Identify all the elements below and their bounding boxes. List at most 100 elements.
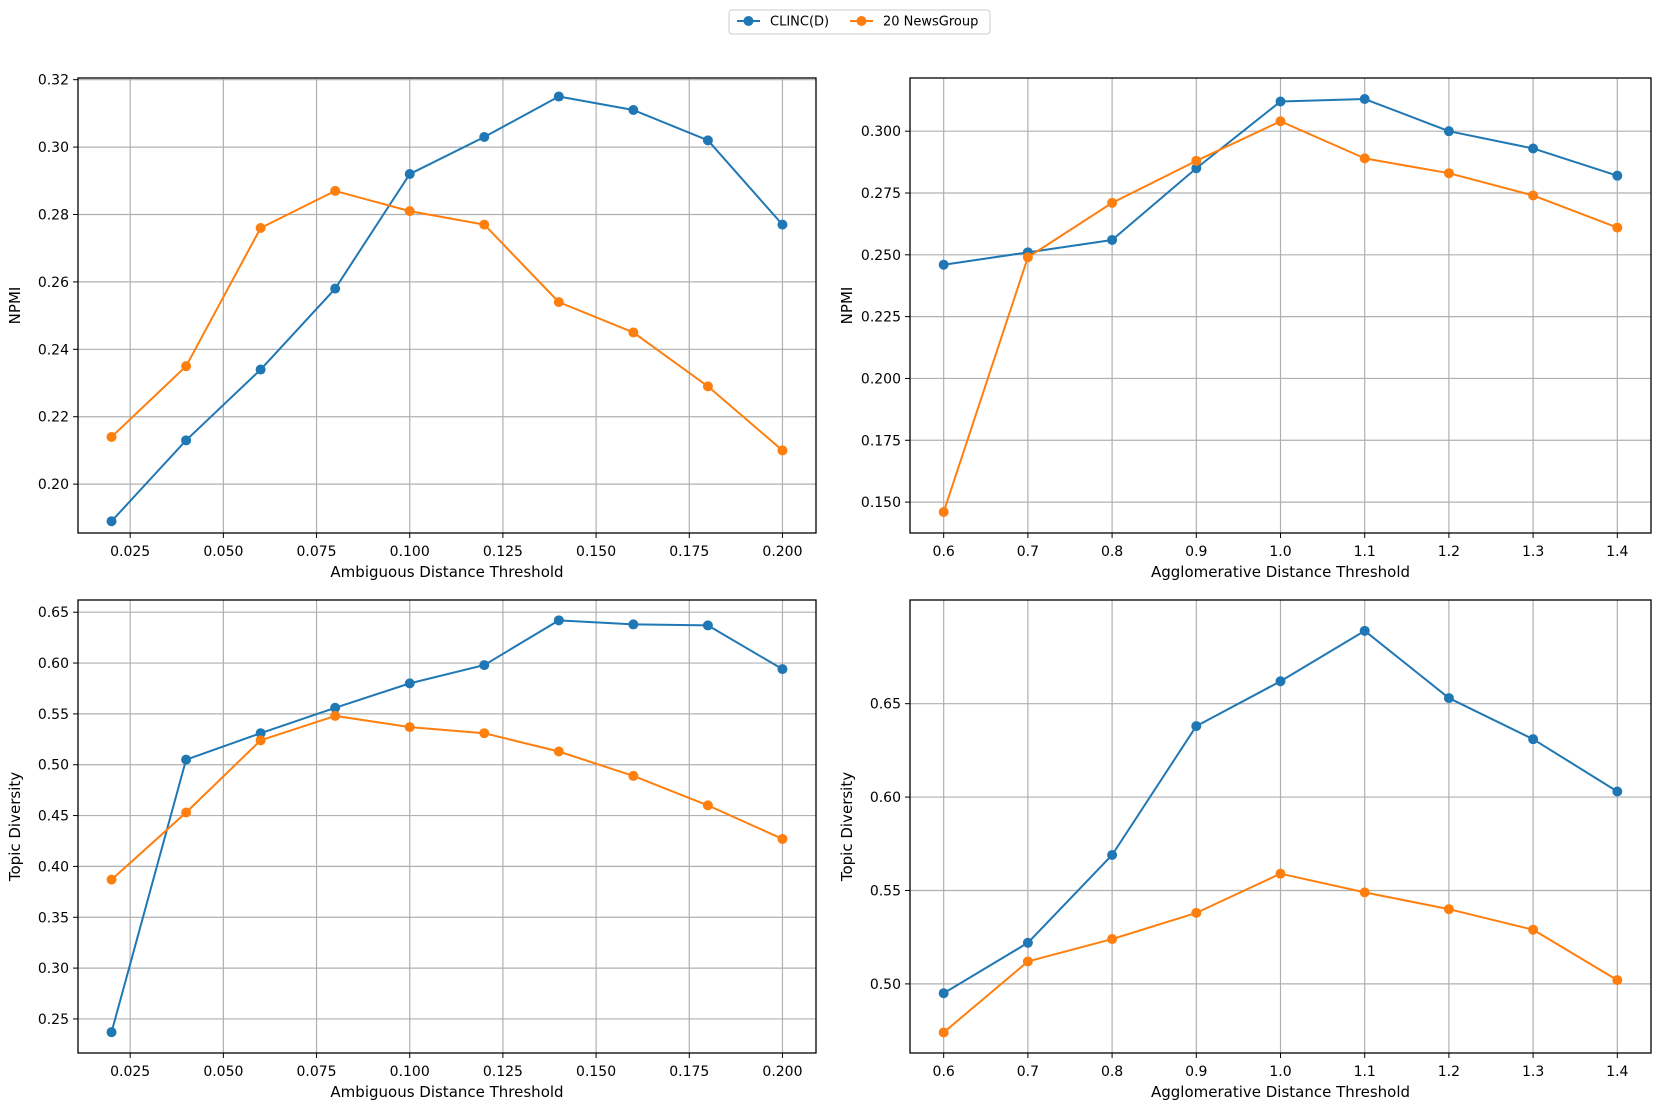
diversity-ambiguous-series-newsgroup-point xyxy=(628,770,639,781)
diversity-ambiguous-series-newsgroup-point xyxy=(330,710,341,721)
diversity-ambiguous-x-axis-label: Ambiguous Distance Threshold xyxy=(330,1083,563,1101)
diversity-ambiguous-ytick-label-4: 0.45 xyxy=(38,809,69,825)
diversity-ambiguous-series-newsgroup-line xyxy=(110,714,783,881)
diversity-agglomerative-series-clinc-point xyxy=(1359,625,1370,636)
diversity-agglomerative-series-clinc-point xyxy=(938,988,949,999)
npmi-ambiguous-xtick-label-6: 0.175 xyxy=(669,544,709,560)
npmi-agglomerative-ytick-label-2: 0.200 xyxy=(861,371,901,387)
diversity-ambiguous-xtick-label-6: 0.175 xyxy=(669,1064,709,1080)
npmi-agglomerative-xtick-label-4: 1.0 xyxy=(1269,544,1291,560)
npmi-agglomerative-xtick-label-3: 0.9 xyxy=(1185,544,1207,560)
npmi-agglomerative-y-axis-label: NPMI xyxy=(838,287,856,325)
diversity-ambiguous-series-clinc-point xyxy=(330,702,341,713)
diversity-agglomerative-xtick-label-4: 1.0 xyxy=(1269,1064,1291,1080)
diversity-agglomerative-y-axis-label: Topic Diversity xyxy=(838,772,856,882)
npmi-ambiguous-xtick-label-2: 0.075 xyxy=(296,544,336,560)
diversity-ambiguous-series-newsgroup-point xyxy=(106,874,117,885)
diversity-agglomerative-series-clinc-point xyxy=(1275,676,1286,687)
diversity-agglomerative-series-newsgroup-point xyxy=(1022,956,1033,967)
diversity-agglomerative-series-newsgroup-point xyxy=(1275,868,1286,879)
npmi-ambiguous-ytick-label-6: 0.32 xyxy=(38,73,69,89)
npmi-ambiguous-axes-frame xyxy=(77,77,817,534)
legend-marker-clinc xyxy=(743,16,754,26)
diversity-ambiguous-series-clinc-point xyxy=(628,619,639,630)
npmi-agglomerative-series-clinc-point xyxy=(1107,234,1118,245)
npmi-ambiguous-series-newsgroup-point xyxy=(106,431,117,442)
npmi-agglomerative-series-newsgroup-point xyxy=(938,506,949,517)
diversity-ambiguous-ytick-label-6: 0.55 xyxy=(38,707,69,723)
diversity-ambiguous-series-newsgroup-point xyxy=(181,807,192,818)
diversity-agglomerative-series-newsgroup-point xyxy=(1528,924,1539,935)
npmi-agglomerative-xtick-label-0: 0.6 xyxy=(933,544,955,560)
diversity-ambiguous-series-newsgroup-point xyxy=(553,746,564,757)
diversity-agglomerative-ytick-label-1: 0.55 xyxy=(870,883,901,899)
diversity-agglomerative-chart: 0.6 0.7 0.8 0.9 1.0 1.1 1.2 1.3 1.4 0.50 0.55 0.60 0… xyxy=(838,599,1652,1101)
npmi-ambiguous-y-axis-label: NPMI xyxy=(6,287,24,325)
diversity-ambiguous-xtick-label-2: 0.075 xyxy=(296,1064,336,1080)
diversity-agglomerative-series-newsgroup-point xyxy=(1359,887,1370,898)
npmi-agglomerative-series-newsgroup-point xyxy=(1443,168,1454,179)
npmi-ambiguous-series-newsgroup-point xyxy=(330,185,341,196)
npmi-ambiguous-series-clinc-point xyxy=(553,91,564,102)
legend-marker-newsgroup xyxy=(856,16,867,26)
diversity-ambiguous-series-newsgroup-point xyxy=(702,800,713,811)
diversity-ambiguous-series-newsgroup-point xyxy=(777,833,788,844)
diversity-ambiguous-ytick-label-5: 0.50 xyxy=(38,758,69,774)
diversity-agglomerative-series-newsgroup-point xyxy=(938,1027,949,1038)
diversity-ambiguous-series-clinc-point xyxy=(702,620,713,631)
npmi-agglomerative-ytick-label-0: 0.150 xyxy=(861,495,901,511)
diversity-agglomerative-series-clinc-point xyxy=(1022,937,1033,948)
diversity-agglomerative-series-newsgroup-point xyxy=(1107,934,1118,945)
npmi-agglomerative-series-clinc-point xyxy=(1612,170,1623,181)
npmi-ambiguous-series-clinc-point xyxy=(255,364,266,375)
diversity-ambiguous-series-clinc-point xyxy=(479,660,490,671)
diversity-ambiguous-xtick-label-7: 0.200 xyxy=(762,1064,802,1080)
npmi-ambiguous-series-newsgroup-point xyxy=(479,219,490,230)
npmi-ambiguous-series-clinc-line xyxy=(110,95,784,522)
diversity-ambiguous-series-clinc-point xyxy=(553,615,564,626)
diversity-agglomerative-ytick-label-0: 0.50 xyxy=(870,977,901,993)
diversity-agglomerative-xtick-label-6: 1.2 xyxy=(1438,1064,1460,1080)
diversity-agglomerative-xtick-label-2: 0.8 xyxy=(1101,1064,1123,1080)
diversity-ambiguous-ytick-label-7: 0.60 xyxy=(38,656,69,672)
diversity-ambiguous-ytick-label-8: 0.65 xyxy=(38,605,69,621)
npmi-ambiguous-series-newsgroup-point xyxy=(628,327,639,338)
diversity-ambiguous-series-newsgroup-point xyxy=(404,722,415,733)
diversity-ambiguous-series-clinc-point xyxy=(404,678,415,689)
diversity-ambiguous-xtick-label-0: 0.025 xyxy=(110,1064,150,1080)
diversity-agglomerative-x-axis-label: Agglomerative Distance Threshold xyxy=(1151,1083,1410,1101)
legend: CLINC(D) 20 NewsGroup xyxy=(728,9,991,35)
diversity-agglomerative-ytick-label-3: 0.65 xyxy=(870,697,901,713)
npmi-ambiguous-series-newsgroup-point xyxy=(404,206,415,217)
diversity-ambiguous-ytick-label-2: 0.35 xyxy=(38,910,69,926)
diversity-agglomerative-series-clinc-point xyxy=(1612,786,1623,797)
diversity-ambiguous-ytick-label-0: 0.25 xyxy=(38,1012,69,1028)
diversity-agglomerative-xtick-label-5: 1.1 xyxy=(1354,1064,1376,1080)
diversity-ambiguous-ytick-label-1: 0.30 xyxy=(38,961,69,977)
npmi-ambiguous-series-clinc-point xyxy=(404,169,415,180)
npmi-ambiguous-chart: 0.025 0.050 0.075 0.100 0.125 0.150 0.175 0.200… xyxy=(6,73,817,581)
npmi-agglomerative-xtick-label-8: 1.4 xyxy=(1606,544,1628,560)
npmi-ambiguous-series-newsgroup-point xyxy=(255,222,266,233)
diversity-agglomerative-xtick-label-3: 0.9 xyxy=(1185,1064,1207,1080)
diversity-ambiguous-series-clinc-line xyxy=(110,619,783,1033)
diversity-agglomerative-series-newsgroup-point xyxy=(1612,975,1623,986)
npmi-ambiguous-ytick-label-2: 0.24 xyxy=(38,342,69,358)
npmi-agglomerative-series-newsgroup-point xyxy=(1191,155,1202,166)
npmi-ambiguous-series-clinc-point xyxy=(702,135,713,146)
npmi-agglomerative-series-newsgroup-point xyxy=(1359,153,1370,164)
npmi-ambiguous-series-clinc-point xyxy=(479,131,490,142)
diversity-ambiguous-axes-frame xyxy=(77,599,817,1054)
diversity-agglomerative-series-clinc-point xyxy=(1528,734,1539,745)
npmi-agglomerative-xtick-label-6: 1.2 xyxy=(1438,544,1460,560)
npmi-ambiguous-series-clinc-point xyxy=(330,283,341,294)
npmi-agglomerative-ytick-label-5: 0.275 xyxy=(861,186,901,202)
legend-label-newsgroup: 20 NewsGroup xyxy=(883,15,978,30)
npmi-ambiguous-series-clinc-point xyxy=(106,516,117,527)
legend-label-clinc: CLINC(D) xyxy=(770,15,829,30)
npmi-agglomerative-series-newsgroup-point xyxy=(1107,197,1118,208)
npmi-agglomerative-ytick-label-4: 0.250 xyxy=(861,248,901,264)
diversity-ambiguous-xtick-label-5: 0.150 xyxy=(576,1064,616,1080)
npmi-agglomerative-xtick-label-2: 0.8 xyxy=(1101,544,1123,560)
